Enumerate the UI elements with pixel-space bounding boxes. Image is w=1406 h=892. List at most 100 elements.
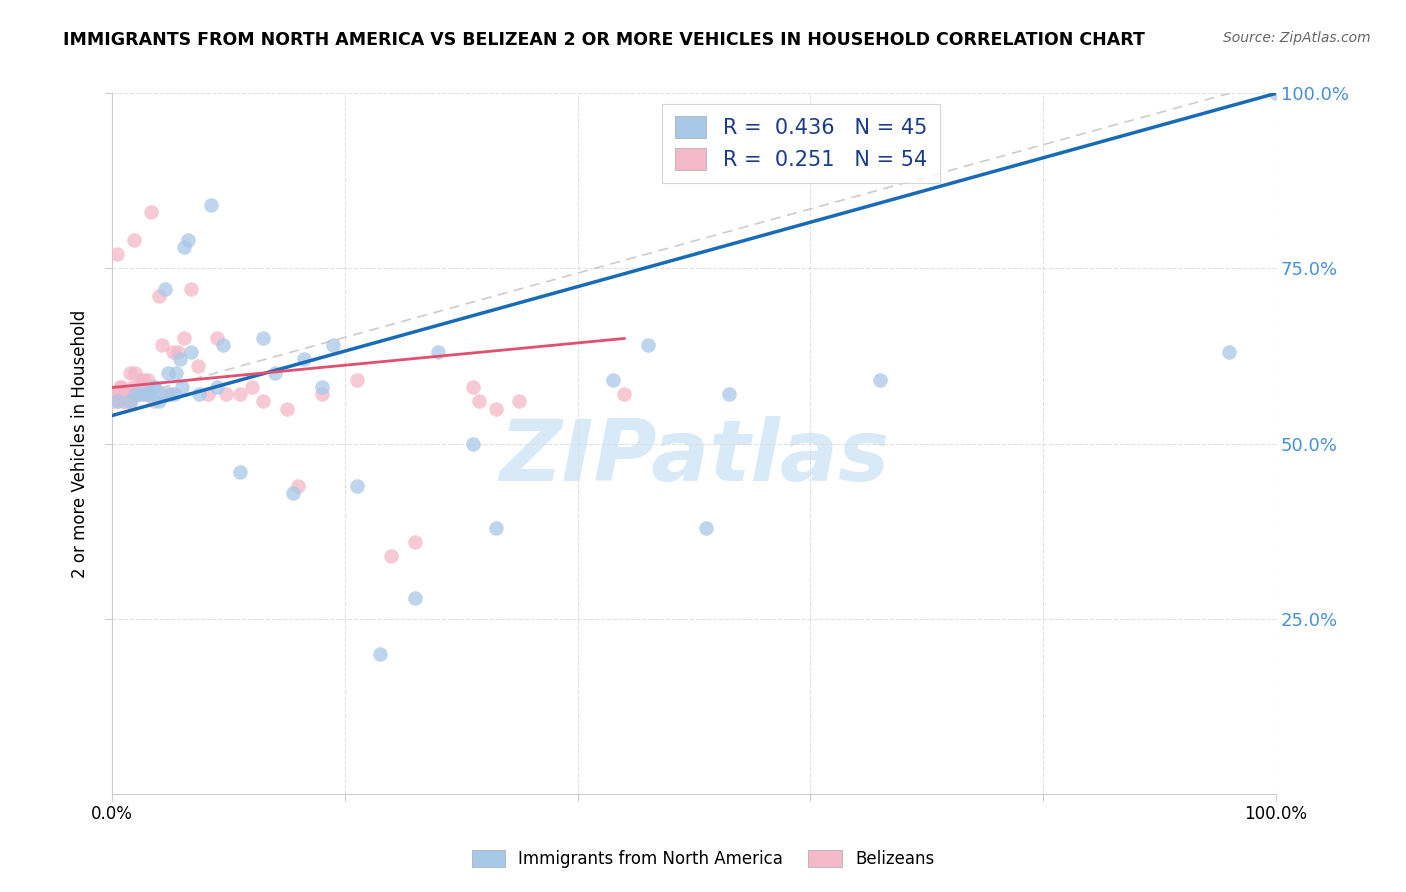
Point xyxy=(125,387,148,401)
Point xyxy=(264,367,287,381)
Point xyxy=(205,331,228,345)
Point xyxy=(180,282,202,296)
Point xyxy=(311,380,333,394)
Point xyxy=(311,387,333,401)
Point xyxy=(169,352,191,367)
Point xyxy=(153,282,176,296)
Point xyxy=(252,394,274,409)
Point xyxy=(177,234,200,248)
Point xyxy=(150,387,173,401)
Point xyxy=(111,394,134,409)
Point xyxy=(148,394,170,409)
Point xyxy=(162,345,184,359)
Point xyxy=(167,345,190,359)
Point xyxy=(129,374,152,388)
Point xyxy=(281,485,304,500)
Point xyxy=(143,394,166,409)
Point xyxy=(427,345,450,359)
Point xyxy=(163,387,186,401)
Point xyxy=(136,374,159,388)
Point xyxy=(637,338,659,352)
Point xyxy=(103,394,125,409)
Point xyxy=(132,387,155,401)
Point xyxy=(122,234,145,248)
Point xyxy=(142,380,165,394)
Point xyxy=(139,205,162,219)
Point xyxy=(1265,87,1288,101)
Point xyxy=(173,331,195,345)
Point xyxy=(107,387,129,401)
Point xyxy=(170,380,193,394)
Point xyxy=(485,520,508,534)
Point xyxy=(717,387,740,401)
Point xyxy=(173,240,195,254)
Point xyxy=(150,338,173,352)
Point xyxy=(117,387,139,401)
Point xyxy=(188,387,211,401)
Point xyxy=(287,478,309,492)
Point xyxy=(104,394,127,409)
Point xyxy=(120,394,142,409)
Point xyxy=(346,374,368,388)
Text: Source: ZipAtlas.com: Source: ZipAtlas.com xyxy=(1223,31,1371,45)
Point xyxy=(187,359,209,374)
Point xyxy=(143,380,166,394)
Point xyxy=(108,387,131,401)
Text: ZIPatlas: ZIPatlas xyxy=(499,416,889,499)
Point xyxy=(156,387,179,401)
Point xyxy=(380,549,402,563)
Point xyxy=(124,387,146,401)
Point xyxy=(404,534,426,549)
Point xyxy=(165,367,187,381)
Point xyxy=(346,478,368,492)
Text: IMMIGRANTS FROM NORTH AMERICA VS BELIZEAN 2 OR MORE VEHICLES IN HOUSEHOLD CORREL: IMMIGRANTS FROM NORTH AMERICA VS BELIZEA… xyxy=(63,31,1144,49)
Point xyxy=(292,352,315,367)
Point xyxy=(122,380,145,394)
Point xyxy=(252,331,274,345)
Point xyxy=(322,338,344,352)
Point xyxy=(105,247,128,261)
Point xyxy=(115,394,138,409)
Point xyxy=(157,367,180,381)
Point xyxy=(107,394,129,409)
Point xyxy=(613,387,636,401)
Point xyxy=(112,394,135,409)
Point xyxy=(138,387,160,401)
Point xyxy=(124,367,146,381)
Point xyxy=(461,436,484,450)
Point xyxy=(118,367,141,381)
Point xyxy=(211,338,233,352)
Point xyxy=(129,387,152,401)
Point xyxy=(200,198,222,212)
Point xyxy=(117,394,139,409)
Legend: Immigrants from North America, Belizeans: Immigrants from North America, Belizeans xyxy=(465,843,941,875)
Y-axis label: 2 or more Vehicles in Household: 2 or more Vehicles in Household xyxy=(72,310,89,578)
Point xyxy=(508,394,530,409)
Point xyxy=(368,647,391,661)
Point xyxy=(197,387,219,401)
Point xyxy=(461,380,484,394)
Point xyxy=(869,374,891,388)
Point xyxy=(205,380,228,394)
Point xyxy=(229,465,252,479)
Point xyxy=(127,387,149,401)
Point xyxy=(276,401,298,416)
Point xyxy=(118,394,141,409)
Point xyxy=(135,387,157,401)
Point xyxy=(404,591,426,605)
Point xyxy=(602,374,624,388)
Point xyxy=(215,387,238,401)
Point xyxy=(1218,345,1240,359)
Point xyxy=(148,289,170,303)
Point xyxy=(485,401,508,416)
Point xyxy=(136,387,159,401)
Point xyxy=(132,374,155,388)
Point xyxy=(121,387,143,401)
Point xyxy=(180,345,202,359)
Legend: R =  0.436   N = 45, R =  0.251   N = 54: R = 0.436 N = 45, R = 0.251 N = 54 xyxy=(662,103,939,183)
Point xyxy=(110,380,132,394)
Point xyxy=(110,380,132,394)
Point xyxy=(159,387,181,401)
Point xyxy=(240,380,263,394)
Point xyxy=(128,387,150,401)
